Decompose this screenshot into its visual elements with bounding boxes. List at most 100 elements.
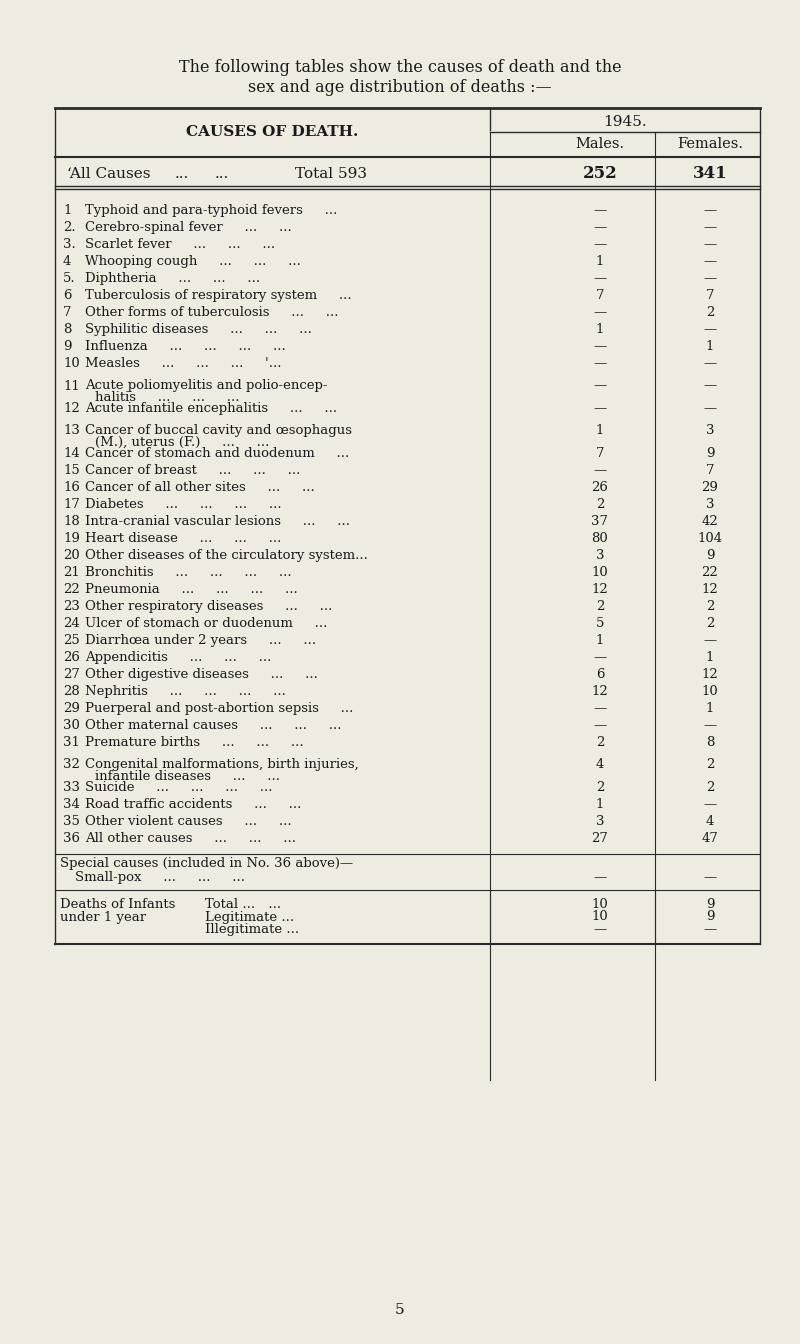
Text: Heart disease   ...   ...   ...: Heart disease ... ... ... [85,532,282,546]
Text: Acute infantile encephalitis   ...   ...: Acute infantile encephalitis ... ... [85,402,337,415]
Text: 29: 29 [63,702,80,715]
Text: Congenital malformations, birth injuries,: Congenital malformations, birth injuries… [85,758,358,771]
Text: Appendicitis   ...   ...   ...: Appendicitis ... ... ... [85,650,271,664]
Text: —: — [594,464,606,477]
Text: 17: 17 [63,499,80,511]
Text: Ulcer of stomach or duodenum   ...: Ulcer of stomach or duodenum ... [85,617,327,630]
Text: 24: 24 [63,617,80,630]
Text: 2: 2 [596,781,604,794]
Text: under 1 year: under 1 year [60,910,146,923]
Text: 10: 10 [592,566,608,579]
Text: Deaths of Infants: Deaths of Infants [60,898,175,910]
Text: 3: 3 [596,548,604,562]
Text: Pneumonia   ...   ...   ...   ...: Pneumonia ... ... ... ... [85,583,298,595]
Text: 12: 12 [592,583,608,595]
Text: Diabetes   ...   ...   ...   ...: Diabetes ... ... ... ... [85,499,282,511]
Text: 10: 10 [592,910,608,923]
Text: 12: 12 [592,685,608,698]
Text: 4: 4 [706,814,714,828]
Text: —: — [703,358,717,370]
Text: 12: 12 [702,668,718,681]
Text: Measles   ...   ...   ...   '...: Measles ... ... ... '... [85,358,282,370]
Text: 1: 1 [596,634,604,646]
Text: All other causes   ...   ...   ...: All other causes ... ... ... [85,832,296,845]
Text: —: — [594,340,606,353]
Text: Cerebro-spinal fever   ...   ...: Cerebro-spinal fever ... ... [85,220,292,234]
Text: —: — [594,923,606,937]
Text: 14: 14 [63,448,80,460]
Text: —: — [594,719,606,732]
Text: 1: 1 [596,425,604,438]
Text: (M.), uterus (F.)   ...   ...: (M.), uterus (F.) ... ... [95,435,270,449]
Text: 5.: 5. [63,271,76,285]
Text: 12: 12 [63,402,80,415]
Text: Acute poliomyelitis and polio-encep-: Acute poliomyelitis and polio-encep- [85,379,327,392]
Text: 15: 15 [63,464,80,477]
Text: Bronchitis   ...   ...   ...   ...: Bronchitis ... ... ... ... [85,566,292,579]
Text: ...: ... [215,167,230,181]
Text: 2: 2 [596,737,604,749]
Text: 7: 7 [706,289,714,302]
Text: 104: 104 [698,532,722,546]
Text: —: — [594,871,606,884]
Text: —: — [703,798,717,810]
Text: 27: 27 [591,832,609,845]
Text: —: — [703,255,717,267]
Text: Males.: Males. [575,137,625,151]
Text: —: — [594,702,606,715]
Text: 1: 1 [596,323,604,336]
Text: —: — [594,379,606,392]
Text: —: — [594,271,606,285]
Text: Premature births   ...   ...   ...: Premature births ... ... ... [85,737,304,749]
Text: Intra-cranial vascular lesions   ...   ...: Intra-cranial vascular lesions ... ... [85,515,350,528]
Text: Females.: Females. [677,137,743,151]
Text: —: — [594,238,606,251]
Text: Suicide   ...   ...   ...   ...: Suicide ... ... ... ... [85,781,273,794]
Text: 7: 7 [596,448,604,460]
Text: 252: 252 [582,165,618,183]
Text: 7: 7 [63,306,71,319]
Text: —: — [594,306,606,319]
Text: CAUSES OF DEATH.: CAUSES OF DEATH. [186,125,358,138]
Text: 8: 8 [706,737,714,749]
Text: 9: 9 [706,898,714,910]
Text: Nephritis   ...   ...   ...   ...: Nephritis ... ... ... ... [85,685,286,698]
Text: 36: 36 [63,832,80,845]
Text: 27: 27 [63,668,80,681]
Text: 9: 9 [706,548,714,562]
Text: Typhoid and para-typhoid fevers   ...: Typhoid and para-typhoid fevers ... [85,204,338,216]
Text: 3.: 3. [63,238,76,251]
Text: Special causes (included in No. 36 above)—: Special causes (included in No. 36 above… [60,857,354,871]
Text: Puerperal and post-abortion sepsis   ...: Puerperal and post-abortion sepsis ... [85,702,354,715]
Text: 28: 28 [63,685,80,698]
Text: —: — [594,358,606,370]
Text: Road traffic accidents   ...   ...: Road traffic accidents ... ... [85,798,302,810]
Text: —: — [703,402,717,415]
Text: Total 593: Total 593 [295,167,367,181]
Text: 341: 341 [693,165,727,183]
Text: 32: 32 [63,758,80,771]
Text: sex and age distribution of deaths :—: sex and age distribution of deaths :— [248,79,552,97]
Text: —: — [703,634,717,646]
Text: Influenza   ...   ...   ...   ...: Influenza ... ... ... ... [85,340,286,353]
Text: 3: 3 [706,499,714,511]
Text: Diarrhœa under 2 years   ...   ...: Diarrhœa under 2 years ... ... [85,634,316,646]
Text: 33: 33 [63,781,80,794]
Text: halitis   ...   ...   ...: halitis ... ... ... [95,391,239,405]
Text: 2: 2 [596,499,604,511]
Text: 6: 6 [63,289,71,302]
Text: ʻAll Causes: ʻAll Causes [67,167,150,181]
Text: 22: 22 [63,583,80,595]
Text: 34: 34 [63,798,80,810]
Text: —: — [703,204,717,216]
Text: 26: 26 [63,650,80,664]
Text: Cancer of stomach and duodenum   ...: Cancer of stomach and duodenum ... [85,448,350,460]
Text: 47: 47 [702,832,718,845]
Text: 21: 21 [63,566,80,579]
Text: 8: 8 [63,323,71,336]
Text: Scarlet fever   ...   ...   ...: Scarlet fever ... ... ... [85,238,275,251]
Text: 10: 10 [63,358,80,370]
Text: 37: 37 [591,515,609,528]
Text: 29: 29 [702,481,718,495]
Text: Legitimate ...: Legitimate ... [205,910,294,923]
